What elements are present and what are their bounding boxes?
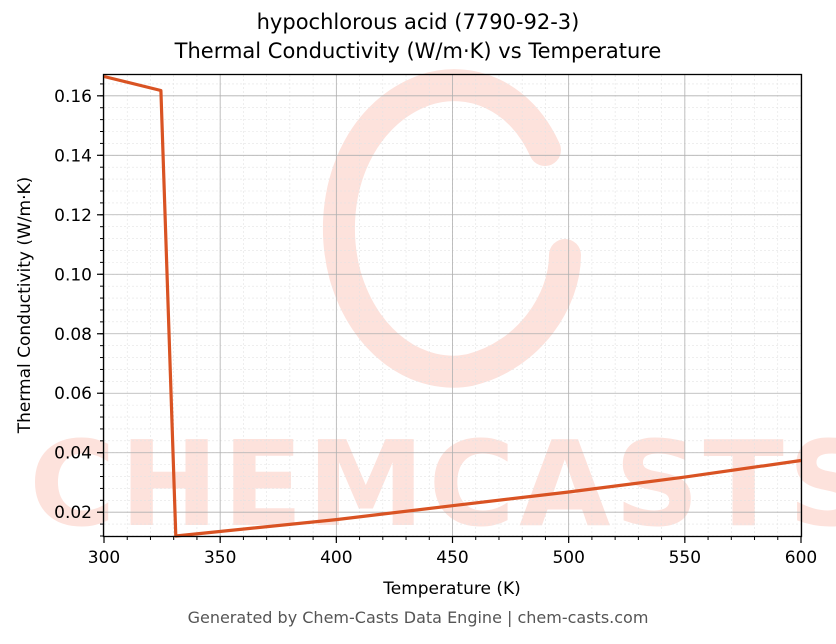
y-tick-label: 0.06 [54, 384, 92, 404]
x-tick-label: 550 [669, 548, 701, 568]
footer-credit: Generated by Chem-Casts Data Engine | ch… [187, 608, 649, 627]
y-tick-label: 0.12 [54, 206, 92, 226]
y-tick-label: 0.02 [54, 503, 92, 523]
y-tick-label: 0.10 [54, 265, 92, 285]
chart-title-line2: Thermal Conductivity (W/m·K) vs Temperat… [174, 39, 662, 63]
x-tick-label: 300 [88, 548, 120, 568]
x-tick-label: 400 [320, 548, 352, 568]
y-tick-label: 0.04 [54, 444, 92, 464]
series-layer [103, 74, 802, 538]
y-axis-label: Thermal Conductivity (W/m·K) [15, 177, 35, 435]
watermark-text: CHEMCASTS [29, 415, 836, 553]
x-axis-label: Temperature (K) [382, 579, 521, 599]
chart-title-line1: hypochlorous acid (7790-92-3) [256, 10, 580, 34]
watermark-swirl [322, 69, 581, 388]
x-tick-label: 350 [204, 548, 236, 568]
chemcasts-watermark-logo: CHEMCASTS [29, 69, 836, 553]
y-tick-label: 0.08 [54, 325, 92, 345]
x-tick-label: 500 [552, 548, 584, 568]
series-line [103, 74, 802, 538]
chart-svg: CHEMCASTS 300 350 400 450 500 550 600 0.02 0.04 0… [15, 69, 836, 599]
axis-ticks: 300 350 400 450 500 550 600 0.02 0.04 0.06 0.08 0.1… [54, 83, 817, 568]
x-tick-label: 450 [436, 548, 468, 568]
x-tick-label: 600 [785, 548, 817, 568]
y-tick-label: 0.14 [54, 146, 92, 166]
y-tick-label: 0.16 [54, 87, 92, 107]
